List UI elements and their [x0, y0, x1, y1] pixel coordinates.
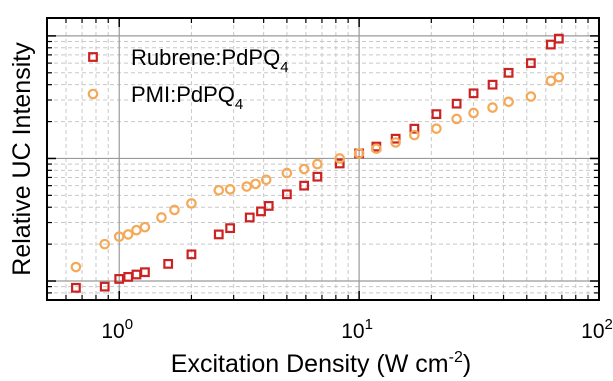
x-tick-labels: 100 101 102	[101, 316, 612, 343]
data-point-circle	[468, 107, 479, 119]
data-point-circle	[487, 102, 498, 113]
x-tick-label: 101	[341, 316, 373, 343]
data-point-circle	[298, 163, 310, 175]
x-axis-label: Excitation Density (W cm-2)	[171, 349, 471, 378]
data-point-square	[431, 109, 442, 120]
data-point-square	[71, 282, 81, 293]
data-point-square	[244, 212, 255, 223]
data-point-square	[163, 258, 174, 269]
data-point-square	[545, 39, 556, 50]
data-point-square	[312, 171, 323, 182]
data-point-square	[256, 206, 266, 217]
series-2	[70, 71, 565, 273]
data-point-circle	[525, 91, 537, 102]
x-tick-label-exponent: 1	[365, 316, 373, 333]
data-point-square	[263, 201, 274, 211]
data-point-circle	[99, 238, 111, 250]
data-point-circle	[409, 129, 420, 141]
data-point-circle	[122, 229, 134, 240]
data-point-circle	[503, 96, 514, 108]
data-point-square	[334, 158, 345, 169]
data-point-square	[451, 98, 462, 109]
data-point-square	[468, 88, 479, 99]
legend-marker-square	[88, 52, 98, 62]
data-point-circle	[169, 204, 180, 216]
x-tick-label-exponent: 0	[125, 316, 133, 333]
legend-label-subscript: 4	[235, 96, 243, 113]
data-point-square	[409, 123, 420, 134]
data-point-circle	[224, 184, 236, 195]
x-tick-label-base: 10	[101, 320, 124, 343]
data-point-square	[225, 223, 236, 234]
legend-label-name: PMI:PdPQ	[131, 82, 235, 107]
data-point-square	[299, 180, 310, 191]
data-point-circle	[70, 261, 82, 273]
data-point-square	[131, 269, 142, 280]
data-point-square	[213, 229, 224, 240]
data-point-square	[140, 267, 150, 278]
data-point-circle	[553, 71, 565, 83]
data-point-circle	[371, 143, 382, 155]
legend-marker-circle	[87, 88, 99, 100]
data-point-square	[281, 189, 292, 200]
plot-frame	[46, 17, 600, 301]
data-point-circle	[451, 113, 462, 125]
data-point-circle	[250, 178, 261, 190]
data-point-circle	[431, 123, 442, 134]
data-point-square	[487, 79, 498, 90]
data-point-square	[114, 274, 125, 284]
data-points	[70, 33, 565, 293]
data-point-circle	[312, 158, 323, 170]
data-point-square	[390, 133, 401, 144]
data-point-circle	[334, 153, 345, 164]
data-point-circle	[131, 224, 142, 236]
y-axis-label: Relative UC Intensity	[8, 42, 36, 276]
x-tick-label: 102	[581, 316, 613, 343]
data-point-circle	[139, 221, 151, 233]
x-tick-label-base: 10	[341, 320, 364, 343]
x-tick-label-base: 10	[581, 320, 604, 343]
data-point-square	[123, 272, 134, 282]
data-point-circle	[186, 198, 197, 209]
x-axis-label-main: Excitation Density (W cm	[171, 350, 449, 378]
x-tick-label-exponent: 2	[605, 316, 613, 333]
data-point-square	[503, 67, 514, 78]
x-axis-label-sup: -2	[449, 349, 463, 366]
x-axis-label-tail: )	[463, 350, 471, 378]
legend-label-name: Rubrene:PdPQ	[131, 45, 280, 70]
data-point-circle	[390, 137, 401, 148]
data-point-circle	[281, 167, 293, 179]
data-point-circle	[213, 184, 225, 196]
data-point-circle	[353, 148, 365, 159]
data-point-square	[525, 58, 536, 68]
grid-lines	[46, 18, 600, 301]
data-point-square	[553, 33, 564, 44]
legend-label: PMI:PdPQ4	[131, 82, 243, 113]
data-point-square	[99, 281, 110, 292]
legend-label-subscript: 4	[280, 59, 288, 76]
data-point-square	[186, 249, 197, 260]
series-1	[71, 33, 564, 293]
data-point-circle	[156, 212, 167, 223]
data-point-circle	[241, 181, 253, 192]
x-tick-label: 100	[101, 316, 133, 343]
legend-label: Rubrene:PdPQ4	[131, 45, 289, 76]
data-point-circle	[260, 174, 272, 186]
